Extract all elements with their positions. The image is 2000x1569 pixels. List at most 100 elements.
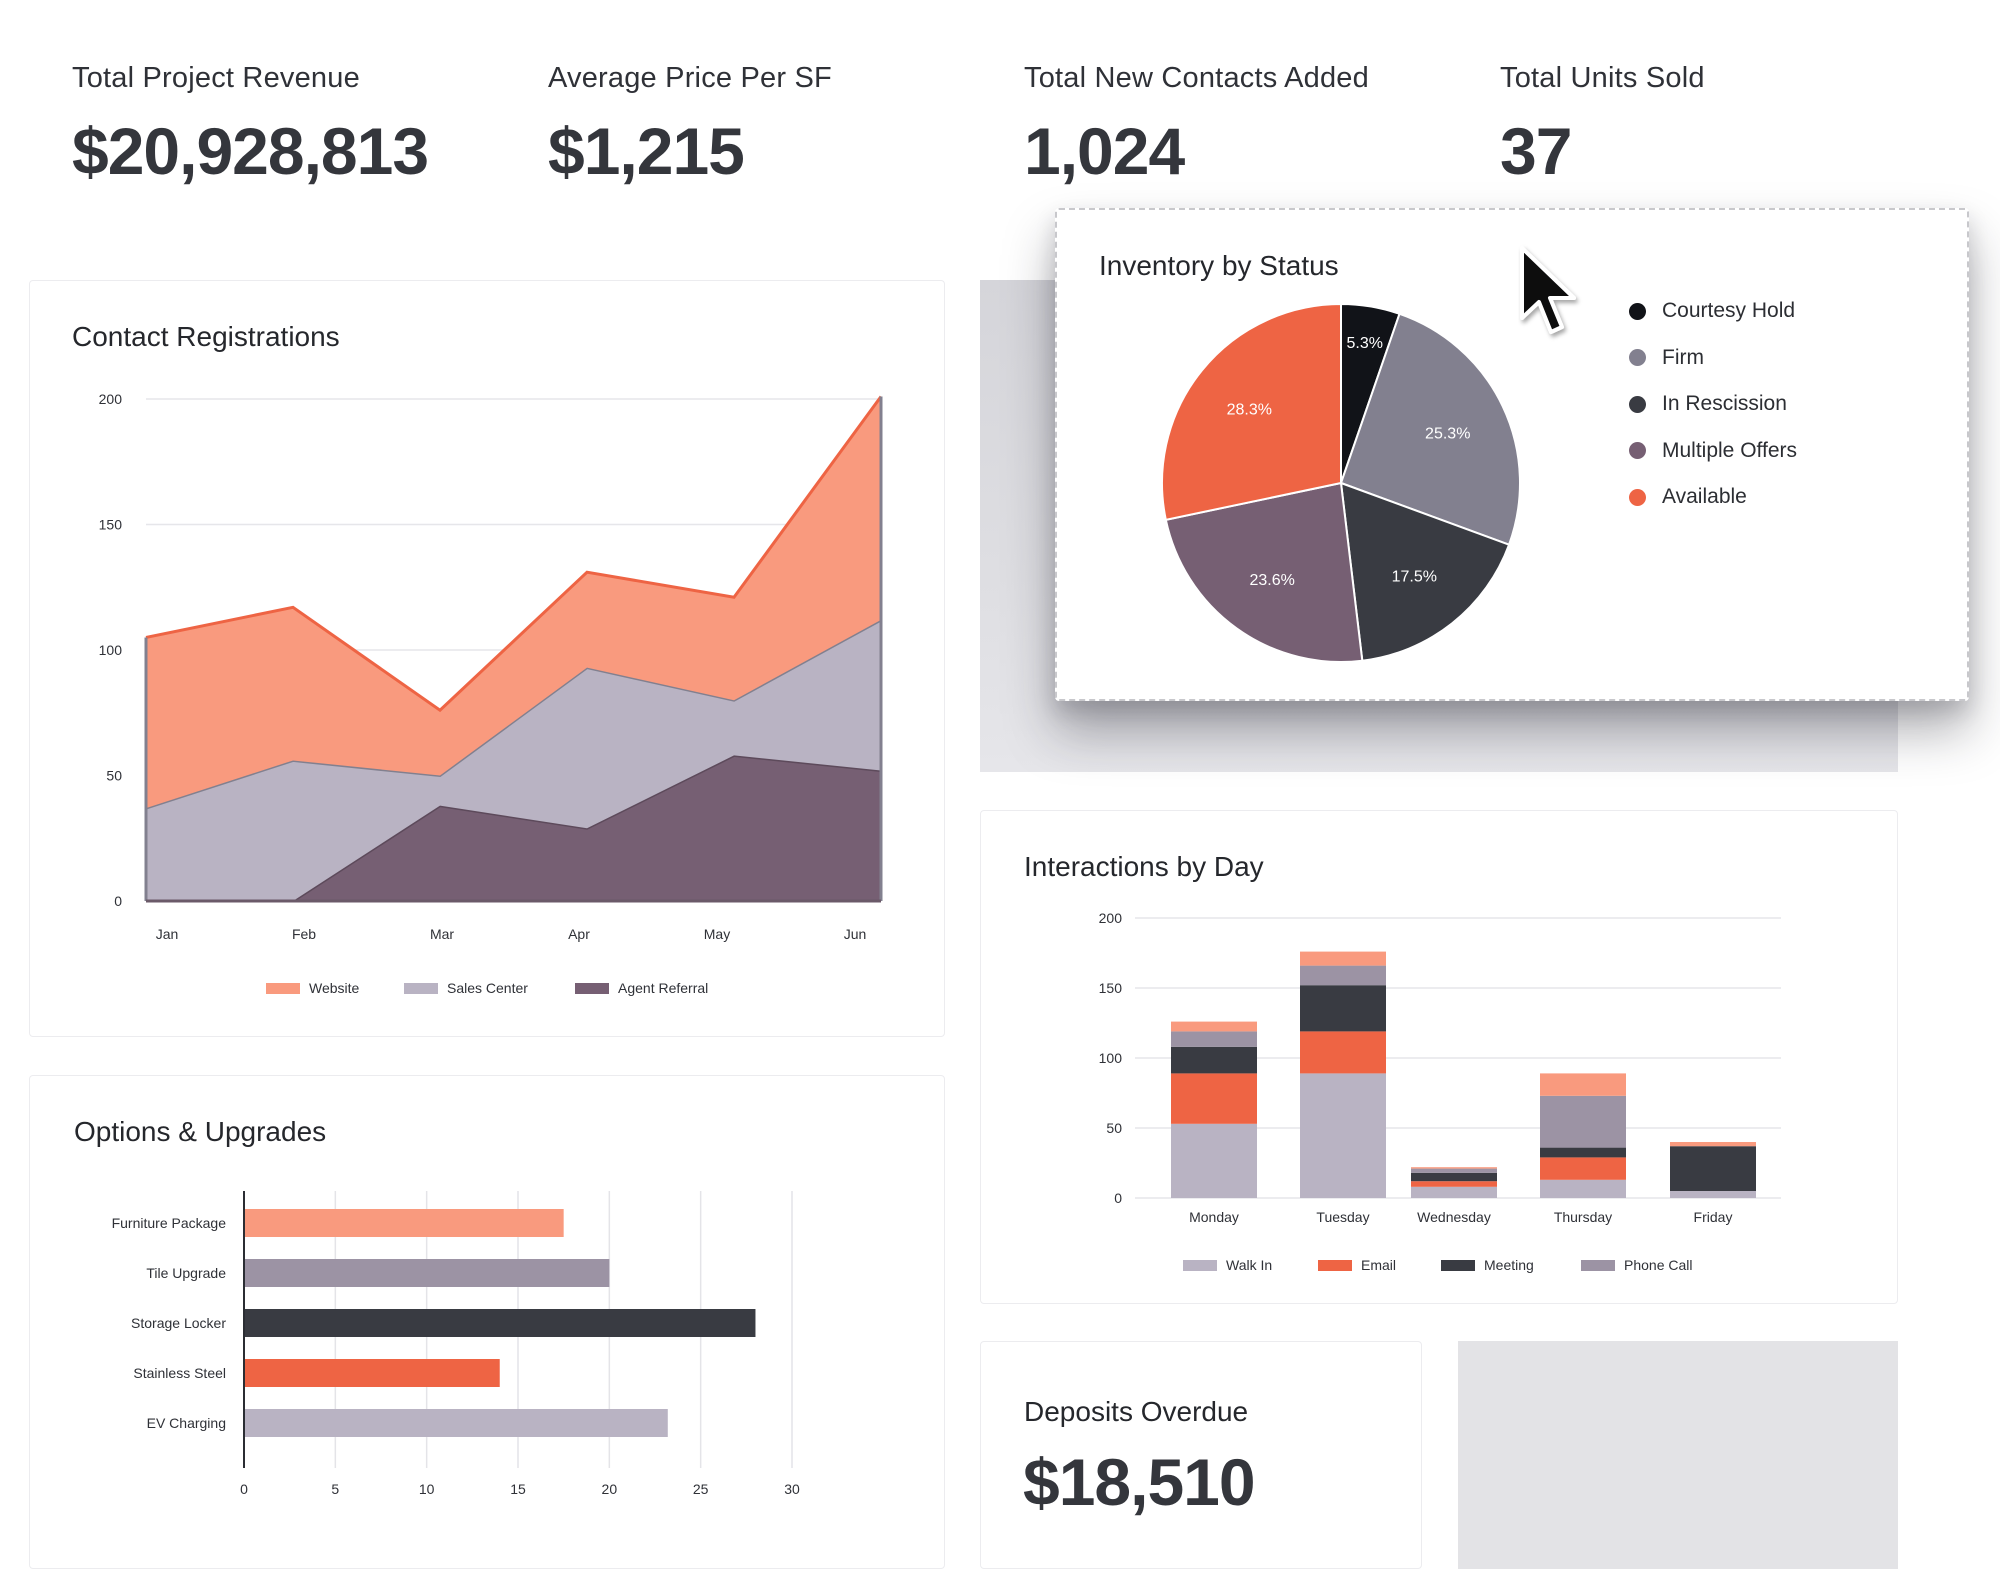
bar-segment — [1540, 1157, 1626, 1180]
legend-label: In Rescission — [1662, 392, 1787, 415]
kpi-label: Total New Contacts Added — [1024, 62, 1369, 94]
area-agent-referral — [146, 755, 881, 901]
legend-label: Multiple Offers — [1662, 438, 1797, 462]
inventory-pie-chart: 5.3% 25.3% 17.5% 23.6% 28.3% — [1161, 302, 1521, 663]
deposits-label: Deposits Overdue — [1024, 1396, 1249, 1427]
legend-swatch — [404, 983, 438, 994]
y-tick-label: 100 — [99, 642, 123, 658]
kpi-total-new-contacts: Total New Contacts Added 1,024 — [1024, 62, 1369, 189]
bar-segment — [1300, 1031, 1386, 1074]
kpi-average-price-per-sf: Average Price Per SF $1,215 — [548, 62, 832, 189]
options-upgrades-chart: 0 5 10 15 20 25 30 Furniture Package Tile Upgrad… — [112, 1191, 800, 1497]
x-tick-label: 15 — [510, 1481, 526, 1497]
legend-item: Firm — [1629, 346, 1704, 370]
y-tick-label: 50 — [1106, 1120, 1122, 1136]
bar-segment — [1670, 1191, 1756, 1198]
bar-segment — [1670, 1142, 1756, 1147]
legend-swatch — [575, 983, 609, 994]
interactions-by-day-card: Interactions by Day 0 50 100 150 200 Monday Tu… — [980, 810, 1898, 1304]
bar-segment — [1171, 1073, 1257, 1124]
placeholder-panel — [1458, 1341, 1898, 1569]
legend-item: Courtesy Hold — [1629, 299, 1795, 323]
y-tick-label: 200 — [99, 391, 123, 407]
bar-segment — [1540, 1073, 1626, 1096]
bar-segment — [1411, 1181, 1497, 1187]
legend-swatch — [1441, 1260, 1475, 1271]
bar-segment — [1411, 1168, 1497, 1173]
card-title: Inventory by Status — [1099, 250, 1339, 281]
x-tick-label: 30 — [784, 1481, 800, 1497]
bar-segment — [1540, 1179, 1626, 1198]
x-tick-label: Wednesday — [1417, 1209, 1491, 1225]
y-tick-label: 150 — [99, 517, 123, 533]
x-tick-label: 10 — [419, 1481, 435, 1497]
bar-segment — [1300, 951, 1386, 966]
pie-data-label: 28.3% — [1227, 402, 1272, 419]
card-title: Interactions by Day — [1024, 851, 1264, 882]
y-tick-label: EV Charging — [147, 1415, 226, 1431]
x-tick-label: Friday — [1694, 1209, 1733, 1225]
legend-dot-icon — [1629, 488, 1646, 506]
legend-dot-icon — [1629, 395, 1646, 413]
legend-label: Available — [1662, 485, 1747, 508]
y-tick-label: 100 — [1099, 1050, 1123, 1066]
area-website — [146, 396, 881, 809]
kpi-label: Total Project Revenue — [72, 62, 360, 94]
y-tick-label: Stainless Steel — [133, 1365, 226, 1381]
bar — [244, 1209, 564, 1237]
bar — [244, 1259, 610, 1287]
x-tick-label: 5 — [331, 1481, 339, 1497]
inventory-by-status-card[interactable]: Inventory by Status 5.3% 25.3% 17.5% 23.6% 2… — [1055, 208, 1969, 701]
y-tick-label: 200 — [1099, 910, 1123, 926]
legend-item: Available — [1629, 485, 1747, 509]
x-tick-label: May — [704, 926, 730, 942]
pie-slice — [1161, 302, 1342, 522]
x-tick-label: Thursday — [1554, 1209, 1612, 1225]
legend-swatch — [1318, 1260, 1352, 1271]
x-tick-label: Apr — [568, 926, 590, 942]
x-tick-label: 20 — [602, 1481, 618, 1497]
kpi-value: 37 — [1500, 114, 1572, 188]
pie-data-label: 23.6% — [1249, 572, 1294, 589]
bar-segment — [1171, 1046, 1257, 1074]
bar-segment — [1540, 1147, 1626, 1158]
x-tick-label: 25 — [693, 1481, 709, 1497]
pie-data-label: 17.5% — [1392, 569, 1437, 586]
pie-data-label: 5.3% — [1346, 335, 1382, 352]
area-sales-center — [146, 619, 881, 901]
bar-segment — [1171, 1021, 1257, 1032]
bar — [244, 1309, 756, 1337]
x-tick-label: Feb — [292, 926, 316, 942]
kpi-label: Average Price Per SF — [548, 62, 832, 94]
interactions-by-day-chart: 0 50 100 150 200 Monday Tuesday Wednesday Thursd… — [1099, 910, 1781, 1273]
legend-swatch — [1581, 1260, 1615, 1271]
legend-label: Meeting — [1484, 1257, 1534, 1273]
x-tick-label: Tuesday — [1316, 1209, 1369, 1225]
legend-item: In Rescission — [1629, 392, 1787, 416]
bar-segment — [1670, 1146, 1756, 1191]
y-tick-label: Tile Upgrade — [146, 1265, 226, 1281]
bar-segment — [1300, 1073, 1386, 1198]
contact-registrations-card: Contact Registrations 0 50 100 150 200 Jan Feb… — [29, 280, 945, 1037]
legend-label: Email — [1361, 1257, 1396, 1273]
legend-swatch — [1183, 1260, 1217, 1271]
bar — [244, 1409, 668, 1437]
x-tick-label: Monday — [1189, 1209, 1239, 1225]
pie-data-label: 25.3% — [1425, 425, 1470, 442]
legend-label: Sales Center — [447, 980, 528, 996]
deposits-value: $18,510 — [1023, 1445, 1256, 1519]
legend-dot-icon — [1629, 302, 1646, 320]
bar — [244, 1359, 500, 1387]
x-tick-label: Jun — [844, 926, 867, 942]
bar-segment — [1411, 1186, 1497, 1198]
x-tick-label: Jan — [156, 926, 179, 942]
legend-swatch — [266, 983, 300, 994]
y-tick-label: 0 — [114, 893, 122, 909]
contact-registrations-chart: 0 50 100 150 200 Jan Feb Mar Apr May Jun Website Sal… — [99, 391, 883, 996]
bar-segment — [1171, 1123, 1257, 1198]
card-title: Options & Upgrades — [74, 1116, 327, 1147]
legend-label: Walk In — [1226, 1257, 1272, 1273]
kpi-value: 1,024 — [1024, 114, 1185, 188]
y-tick-label: Furniture Package — [112, 1215, 227, 1231]
legend-item: Multiple Offers — [1629, 439, 1797, 463]
